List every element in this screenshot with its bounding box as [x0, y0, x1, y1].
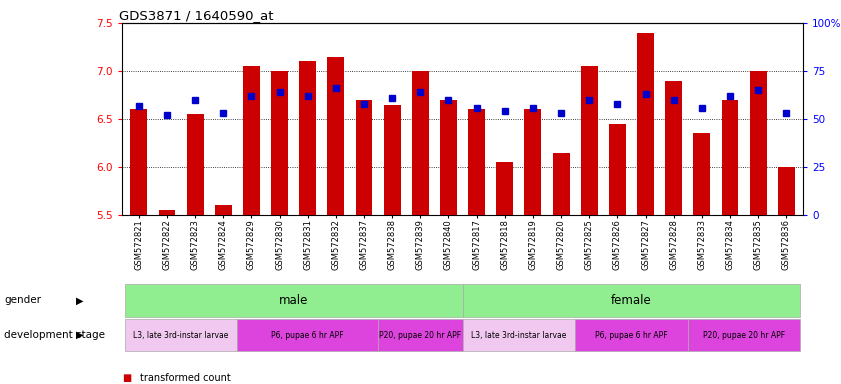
Text: P20, pupae 20 hr APF: P20, pupae 20 hr APF [703, 331, 785, 339]
Text: female: female [611, 294, 652, 307]
Bar [130, 109, 147, 215]
Bar [496, 162, 513, 215]
Bar [327, 56, 344, 215]
Text: GDS3871 / 1640590_at: GDS3871 / 1640590_at [119, 9, 273, 22]
Bar [383, 104, 400, 215]
Text: L3, late 3rd-instar larvae: L3, late 3rd-instar larvae [471, 331, 567, 339]
Text: ▶: ▶ [77, 330, 83, 340]
Bar [553, 152, 569, 215]
Text: P20, pupae 20 hr APF: P20, pupae 20 hr APF [379, 331, 462, 339]
Bar [581, 66, 598, 215]
Bar [693, 134, 711, 215]
Text: development stage: development stage [4, 330, 105, 340]
Bar [637, 33, 654, 215]
Text: gender: gender [4, 295, 41, 306]
Bar [299, 61, 316, 215]
Text: L3, late 3rd-instar larvae: L3, late 3rd-instar larvae [134, 331, 229, 339]
Bar [749, 71, 766, 215]
Bar [665, 81, 682, 215]
Bar [609, 124, 626, 215]
Text: ■: ■ [122, 373, 131, 383]
Bar [440, 100, 457, 215]
Bar [778, 167, 795, 215]
Bar [243, 66, 260, 215]
Text: P6, pupae 6 hr APF: P6, pupae 6 hr APF [595, 331, 668, 339]
Bar [159, 210, 176, 215]
Bar [468, 109, 485, 215]
Bar [525, 109, 542, 215]
Bar [412, 71, 429, 215]
Text: ▶: ▶ [77, 295, 83, 306]
Bar [187, 114, 204, 215]
Text: male: male [279, 294, 309, 307]
Bar [271, 71, 288, 215]
Bar [722, 100, 738, 215]
Bar [356, 100, 373, 215]
Text: transformed count: transformed count [140, 373, 231, 383]
Bar [214, 205, 232, 215]
Text: P6, pupae 6 hr APF: P6, pupae 6 hr APF [272, 331, 344, 339]
